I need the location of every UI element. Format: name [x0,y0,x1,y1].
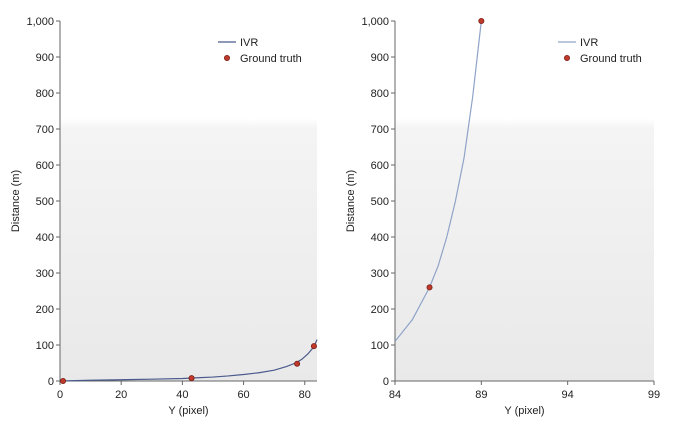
data-point-ground-truth [310,343,317,350]
chart-left: 0 100 200 300 400 500 600 700 800 900 1,000 0 20 40 60… [10,16,318,417]
legend-swatch-marker [564,55,571,62]
x-tick-label: 89 [475,389,487,401]
data-point-ground-truth [478,17,485,24]
y-tick-label: 500 [371,196,389,208]
y-tick-label: 0 [48,376,54,388]
x-tick-label: 40 [176,389,188,401]
x-axis-title: Y (pixel) [504,405,544,417]
x-tick-label: 84 [389,389,401,401]
x-tick-label: 20 [115,389,127,401]
y-tick-label: 600 [371,160,389,172]
y-tick-label: 500 [36,196,54,208]
legend: IVR Ground truth [558,37,642,65]
series-line-ivr [60,339,318,382]
legend-label: IVR [580,37,598,49]
x-axis-title: Y (pixel) [168,405,208,417]
x-tick-label: 99 [648,389,660,401]
plot-area [395,21,654,381]
y-tick-label: 600 [36,160,54,172]
y-tick-label: 1,000 [361,16,389,28]
data-point-ground-truth [294,360,301,367]
y-tick-label: 1,000 [26,16,54,28]
y-tick-label: 200 [371,304,389,316]
y-tick-label: 400 [371,232,389,244]
y-tick-label: 300 [371,268,389,280]
legend-label: IVR [240,37,258,49]
y-tick-label: 700 [36,124,54,136]
x-tick-label: 94 [562,389,574,401]
y-tick-label: 700 [371,124,389,136]
x-tick-label: 0 [57,389,63,401]
data-point-ground-truth [426,284,433,291]
y-tick-label: 300 [36,268,54,280]
y-tick-label: 900 [371,52,389,64]
data-point-ground-truth [60,377,67,384]
legend-label: Ground truth [240,53,302,65]
series-layer [395,20,482,342]
y-tick-label: 800 [371,88,389,100]
y-tick-label: 0 [383,376,389,388]
x-tick-label: 60 [237,389,249,401]
y-tick-label: 400 [36,232,54,244]
y-tick-label: 800 [36,88,54,100]
series-line-ivr [395,20,482,342]
legend: IVR Ground truth [218,37,302,65]
legend-swatch-marker [223,55,230,62]
data-point-ground-truth [188,375,195,382]
y-tick-label: 900 [36,52,54,64]
plot-area [60,21,317,381]
y-tick-label: 100 [36,340,54,352]
x-tick-label: 80 [299,389,311,401]
chart-right: 0 100 200 300 400 500 600 700 800 900 1,000 84 89 94 9… [345,16,660,417]
series-layer [60,339,318,382]
y-axis-title: Distance (m) [345,170,357,232]
legend-label: Ground truth [580,53,642,65]
y-axis-title: Distance (m) [10,170,22,232]
y-tick-label: 100 [371,340,389,352]
y-tick-label: 200 [36,304,54,316]
